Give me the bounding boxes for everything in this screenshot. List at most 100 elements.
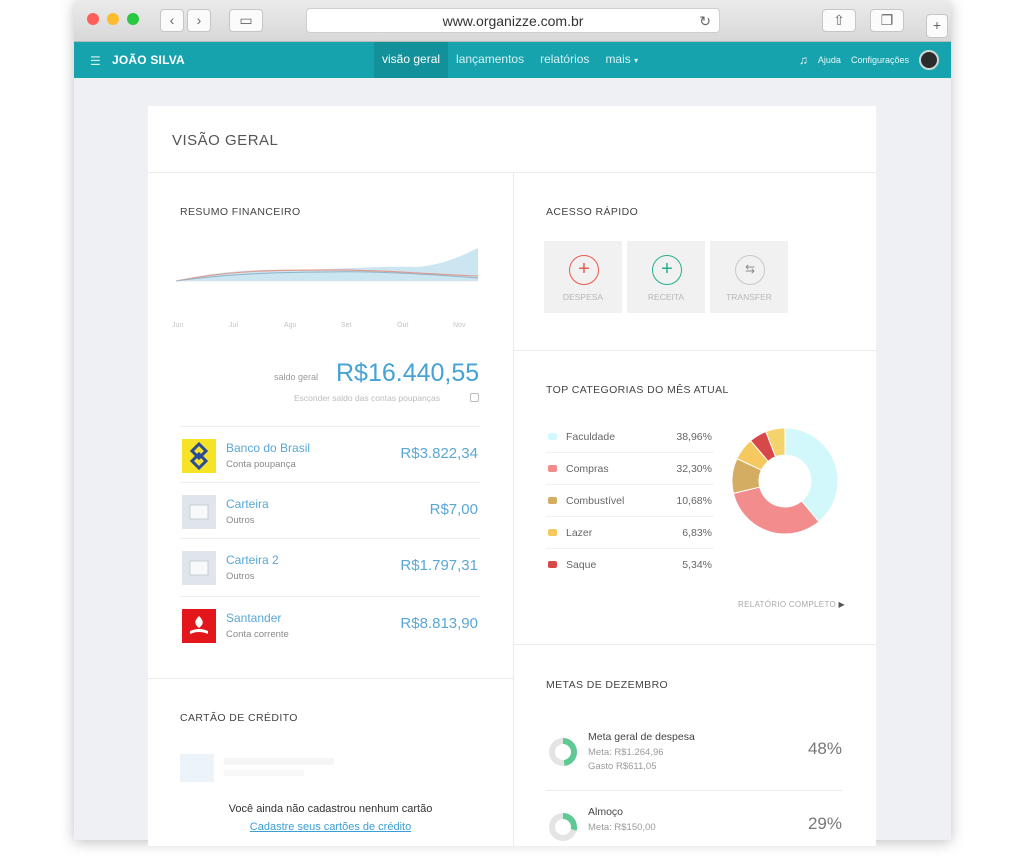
quick-despesa-button[interactable]: + DESPESA [544, 241, 622, 313]
bell-icon[interactable]: ♫ [798, 53, 808, 67]
month-tick: Ago [284, 322, 297, 329]
reload-icon[interactable]: ↻ [699, 13, 711, 29]
category-pct: 32,30% [676, 463, 712, 475]
category-name: Lazer [566, 527, 593, 539]
expense-line [176, 269, 479, 282]
goal-name: Meta geral de despesa [588, 731, 695, 743]
divider [513, 172, 514, 846]
account-name: Santander [226, 611, 282, 625]
account-row[interactable]: Santander Conta corrente R$8.813,90 [180, 596, 480, 652]
category-row[interactable]: Faculdade 38,96% [546, 421, 714, 453]
plus-icon: + [652, 255, 682, 285]
plus-icon: + [569, 255, 599, 285]
account-row[interactable]: Banco do Brasil Conta poupança R$3.822,3… [180, 426, 480, 482]
add-card-link[interactable]: Cadastre seus cartões de crédito [249, 821, 412, 833]
card-placeholder [180, 754, 350, 784]
close-window-button[interactable] [87, 13, 99, 25]
no-card-message: Você ainda não cadastrou nenhum cartão [228, 803, 433, 815]
tag-icon [548, 497, 557, 504]
new-tab-icon[interactable]: + [926, 14, 948, 38]
nav-relatorios[interactable]: relatórios [540, 52, 590, 66]
divider [546, 790, 842, 791]
divider [148, 678, 513, 679]
url-bar[interactable]: www.organizze.com.br ↻ [306, 8, 720, 33]
income-line [176, 271, 479, 282]
month-tick: Out [397, 322, 409, 329]
minimize-window-button[interactable] [107, 13, 119, 25]
account-row[interactable]: Carteira 2 Outros R$1.797,31 [180, 538, 480, 594]
settings-link[interactable]: Configurações [850, 55, 909, 65]
nav-mais-label: mais [605, 52, 631, 66]
category-name: Saque [566, 559, 597, 571]
forward-arrow-icon[interactable]: › [187, 9, 211, 32]
account-value: R$1.797,31 [400, 557, 478, 574]
account-type: Conta corrente [226, 629, 289, 640]
category-row[interactable]: Saque 5,34% [546, 549, 714, 581]
back-arrow-icon[interactable]: ‹ [160, 9, 184, 32]
account-type: Outros [226, 571, 255, 582]
nav-lancamentos[interactable]: lançamentos [456, 52, 525, 66]
account-name: Banco do Brasil [226, 441, 311, 455]
account-row[interactable]: Carteira Outros R$7,00 [180, 482, 480, 538]
nav-mais[interactable]: mais ▾ [597, 42, 646, 78]
month-tick: Jun [172, 322, 184, 329]
full-report-link[interactable]: RELATÓRIO COMPLETO ▶ [738, 600, 845, 609]
goal-progress-ring [549, 813, 577, 841]
user-name[interactable]: JOÃO SILVA [112, 53, 185, 67]
goal-target: Meta: R$150,00 [588, 822, 656, 833]
santander-logo [182, 609, 216, 643]
avatar[interactable] [919, 50, 939, 70]
full-report-label: RELATÓRIO COMPLETO [738, 600, 837, 609]
quick-label: TRANSFER [726, 292, 772, 302]
month-tick: Jul [229, 322, 238, 329]
categorias-title: TOP CATEGORIAS DO MÊS ATUAL [546, 384, 729, 396]
account-value: R$8.813,90 [400, 615, 478, 632]
hamburger-menu-icon[interactable]: ☰ [90, 54, 101, 68]
chevron-down-icon: ▾ [634, 56, 639, 65]
category-pct: 38,96% [676, 431, 712, 443]
category-name: Compras [566, 463, 609, 475]
divider [514, 644, 876, 645]
browser-toolbar: ‹ › ▭ www.organizze.com.br ↻ ⇧ ❐ + [74, 0, 951, 42]
tag-icon [548, 465, 557, 472]
navbar-right: ♫ Ajuda Configurações [789, 42, 939, 78]
account-type: Outros [226, 515, 255, 526]
divider [514, 350, 876, 351]
goal-percent: 29% [807, 814, 842, 833]
hide-savings-checkbox[interactable] [470, 393, 479, 402]
category-pct: 10,68% [676, 495, 712, 507]
wallet-icon [182, 551, 216, 585]
account-name: Carteira [226, 497, 269, 511]
category-row[interactable]: Lazer 6,83% [546, 517, 714, 549]
main-menu: visão geral lançamentos relatórios mais … [374, 42, 646, 78]
app-navbar: ☰ JOÃO SILVA visão geral lançamentos rel… [74, 42, 951, 78]
tag-icon [548, 561, 557, 568]
quick-label: DESPESA [562, 292, 604, 302]
tag-icon [548, 529, 557, 536]
url-text: www.organizze.com.br [442, 13, 584, 29]
hide-savings-label: Esconder saldo das contas poupanças [294, 393, 441, 403]
nav-visao-geral[interactable]: visão geral [374, 42, 449, 78]
help-link[interactable]: Ajuda [817, 55, 841, 65]
triangle-right-icon: ▶ [838, 600, 845, 609]
goal-row[interactable]: Meta geral de despesa Meta: R$1.264,96 G… [546, 731, 842, 775]
transfer-icon: ⇆ [735, 255, 765, 285]
share-icon[interactable]: ⇧ [822, 9, 856, 32]
goal-row[interactable]: Almoço Meta: R$150,00 29% [546, 806, 842, 841]
saldo-label: saldo geral [274, 372, 319, 382]
overview-card: VISÃO GERAL RESUMO FINANCEIRO Jun Jul Ag… [148, 106, 876, 846]
category-row[interactable]: Combustível 10,68% [546, 485, 714, 517]
month-tick: Set [341, 322, 352, 329]
sidebar-toggle-icon[interactable]: ▭ [229, 9, 263, 32]
goal-name: Almoço [588, 806, 624, 818]
saldo-value: R$16.440,55 [336, 359, 480, 387]
quick-transfer-button[interactable]: ⇆ TRANSFER [710, 241, 788, 313]
tabs-icon[interactable]: ❐ [870, 9, 904, 32]
quick-receita-button[interactable]: + RECEITA [627, 241, 705, 313]
zoom-window-button[interactable] [127, 13, 139, 25]
goal-progress-ring [549, 738, 577, 766]
quick-label: RECEITA [647, 292, 685, 302]
category-pct: 5,34% [682, 559, 712, 571]
account-type: Conta poupança [226, 459, 296, 470]
category-row[interactable]: Compras 32,30% [546, 453, 714, 485]
